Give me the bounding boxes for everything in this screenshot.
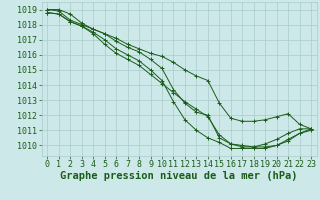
X-axis label: Graphe pression niveau de la mer (hPa): Graphe pression niveau de la mer (hPa) — [60, 171, 298, 181]
